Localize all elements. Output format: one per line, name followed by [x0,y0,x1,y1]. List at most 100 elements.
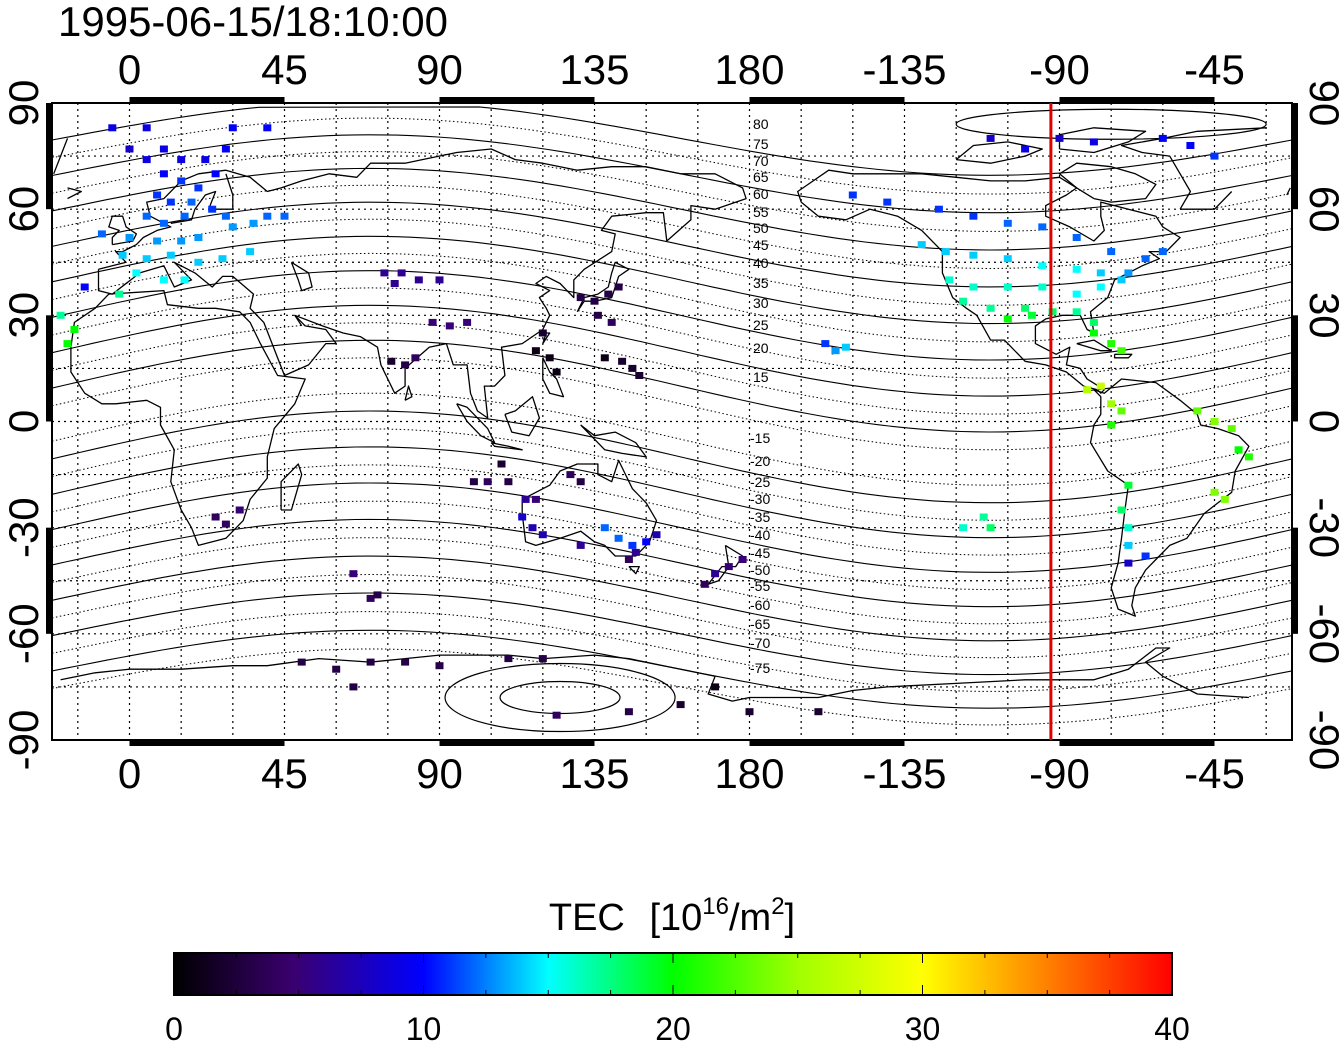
lon-tick-label-top: 135 [559,46,629,93]
tec-point [1107,400,1116,408]
lon-tick-label-bottom: 90 [416,750,463,797]
tec-point [142,255,151,263]
lat-tick-label-right: 0 [1301,410,1344,433]
tec-point [917,241,926,249]
contour-label: 25 [753,317,769,333]
tec-point [235,506,244,514]
contour-label: 75 [753,136,769,152]
tec-point [518,513,527,521]
tec-point [1021,304,1030,312]
tec-point [1003,219,1012,227]
mlat-contour [52,410,1292,504]
contour-label: -70 [750,635,770,651]
tec-point [1210,418,1219,425]
lat-tick-label-left: -60 [0,603,47,664]
coastline-southamerica [1089,378,1250,617]
tec-point [504,655,513,663]
right-axis-bar [1292,315,1298,422]
tec-point [969,212,978,220]
lon-tick-label-top: 45 [261,46,308,93]
tec-point [1244,453,1253,461]
tec-point [934,205,943,213]
tec-point [941,248,950,256]
tec-point [969,251,978,259]
tec-point [711,683,720,691]
tec-point [218,255,227,263]
lon-tick-label-bottom: -45 [1184,750,1245,797]
tec-point [531,347,540,355]
coastline-tasmania [628,565,640,575]
lon-tick-label-bottom: 135 [559,750,629,797]
coastline-madagascar [280,463,303,511]
tec-point [435,662,444,670]
coastline-ellesmere [1058,127,1147,154]
tec-point [297,658,306,666]
tec-point [552,711,561,719]
tec-point [1141,552,1150,560]
bottom-axis-bar [439,740,595,746]
colorbar-tick-label: 20 [655,1011,691,1047]
contour-label: -50 [750,562,770,578]
mlat-contour [52,106,1292,176]
tec-point [959,297,968,305]
tec-point [1186,142,1195,149]
lon-tick-label-bottom: -90 [1029,750,1090,797]
bottom-axis-bar [749,740,905,746]
tec-point [814,708,823,716]
tec-point [600,524,609,532]
tec-point [738,556,747,563]
coastline-baffin [1058,162,1157,203]
tec-point [221,212,230,220]
tec-point [552,368,561,376]
tec-point [576,541,585,549]
mlat-contour [52,482,1292,573]
left-axis-bar [46,103,52,210]
timestamp-title: 1995-06-15/18:10:00 [58,0,448,45]
colorbar-title: TEC [1016/m2] [549,893,795,939]
colorbar-tick-label: 30 [905,1011,941,1047]
tec-point [1124,559,1133,567]
tec-point [1124,524,1133,532]
coastline-arctic_islands [955,141,1043,164]
contour-label: 15 [753,369,769,385]
tec-point [607,318,616,326]
lon-tick-label-top: -135 [862,46,946,93]
tec-point [1072,290,1081,298]
mlat-contour [52,235,1292,325]
tec-point [576,294,585,302]
contour-label: 50 [753,220,769,236]
tec-point [366,594,375,602]
tec-point [676,701,685,709]
tec-point [538,655,547,663]
lon-tick-label-bottom: 180 [714,750,784,797]
tec-point [414,276,423,284]
contour-label: -40 [750,527,770,543]
tec-point [159,219,168,227]
contour-label: -45 [750,545,770,561]
coastline-taiwan [542,332,551,344]
lat-tick-label-right: 60 [1301,186,1344,233]
tec-point [208,205,217,213]
mlat-contour [52,428,1292,521]
mlat-contour [52,357,1292,451]
contour-label: 35 [753,275,769,291]
mlat-contour [52,167,1292,251]
tec-point [115,290,124,298]
tec-point [883,198,892,206]
tec-point [614,283,623,291]
lat-tick-label-right: -90 [1301,710,1344,771]
tec-point [187,198,196,206]
colorbar-unit-exp2: 2 [771,893,784,920]
lon-tick-label-top: -45 [1184,46,1245,93]
tec-point [593,311,602,319]
tec-point [1083,386,1092,394]
tec-point [1210,488,1219,496]
tec-point [700,580,709,588]
colorbar-tick-label: 10 [406,1011,442,1047]
tec-point [97,230,106,238]
tec-point [1038,262,1047,270]
bottom-axis-bar [129,740,285,746]
tec-point [821,340,830,348]
tec-point [428,318,437,326]
